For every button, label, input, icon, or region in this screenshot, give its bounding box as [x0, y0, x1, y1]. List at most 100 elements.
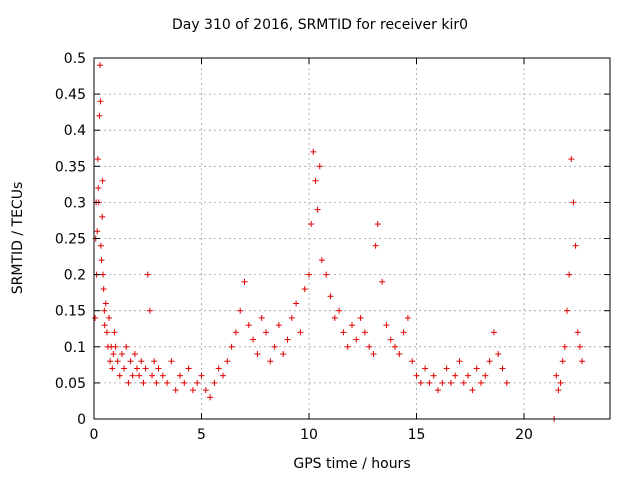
data-point	[202, 387, 209, 394]
data-point	[168, 358, 175, 365]
y-tick-label: 0.5	[64, 51, 86, 67]
data-point	[245, 322, 252, 329]
data-point	[353, 336, 360, 343]
data-point	[361, 329, 368, 336]
data-point	[312, 177, 319, 184]
data-point	[447, 379, 454, 386]
data-point	[116, 372, 123, 379]
data-point	[417, 379, 424, 386]
data-point	[123, 343, 130, 350]
data-point	[396, 351, 403, 358]
data-point	[308, 221, 315, 228]
data-point	[118, 351, 125, 358]
data-point	[374, 221, 381, 228]
data-point	[177, 372, 183, 379]
data-point	[250, 336, 257, 343]
data-point	[111, 329, 118, 336]
data-point	[92, 314, 99, 321]
data-point	[172, 387, 179, 394]
data-point	[568, 156, 575, 163]
data-point	[465, 372, 472, 379]
data-point	[267, 358, 274, 365]
data-point	[220, 372, 226, 379]
data-point	[181, 379, 188, 386]
data-point	[101, 322, 108, 329]
data-point	[149, 372, 156, 379]
data-point	[478, 379, 484, 386]
data-point	[153, 379, 160, 386]
data-point	[456, 358, 463, 365]
chart-title: Day 310 of 2016, SRMTID for receiver kir…	[171, 17, 469, 33]
plot-frame	[93, 57, 611, 420]
x-tick-label: 5	[197, 427, 206, 443]
data-point	[473, 365, 480, 372]
data-point	[99, 213, 106, 220]
data-point	[109, 365, 116, 372]
data-point	[97, 98, 104, 105]
y-tick-label: 0.05	[55, 376, 86, 392]
data-point	[422, 365, 429, 372]
data-point	[344, 343, 351, 350]
data-point	[574, 329, 581, 336]
data-point	[499, 365, 506, 372]
data-point	[114, 358, 121, 365]
data-point	[293, 300, 300, 307]
data-point	[94, 156, 101, 163]
data-point	[310, 148, 317, 155]
x-tick-label: 15	[408, 427, 426, 443]
data-point	[164, 379, 171, 386]
data-point	[387, 336, 394, 343]
data-point	[185, 365, 192, 372]
data-point	[127, 358, 134, 365]
data-point	[366, 343, 373, 350]
data-point	[228, 343, 235, 350]
data-point	[103, 329, 110, 336]
data-point	[144, 271, 151, 278]
data-point	[194, 379, 201, 386]
data-point	[280, 351, 287, 358]
data-point	[198, 372, 205, 379]
data-point	[159, 372, 166, 379]
data-point	[413, 372, 420, 379]
data-point	[134, 365, 140, 372]
data-point	[232, 329, 239, 336]
x-tick-label: 10	[300, 427, 318, 443]
data-point	[561, 343, 568, 350]
data-point	[112, 343, 119, 350]
data-point	[155, 365, 162, 372]
data-point	[460, 379, 467, 386]
data-point	[207, 394, 214, 401]
data-point	[379, 278, 386, 285]
data-point	[301, 286, 308, 293]
data-point	[224, 358, 231, 365]
data-point	[566, 271, 573, 278]
data-point	[138, 358, 145, 365]
data-point	[357, 314, 364, 321]
y-tick-label: 0.35	[55, 159, 86, 175]
data-point	[331, 314, 338, 321]
data-point	[254, 351, 261, 358]
data-point	[189, 387, 196, 394]
data-point	[570, 199, 577, 206]
data-point	[439, 379, 446, 386]
data-point	[121, 365, 128, 372]
grid-lines	[94, 58, 610, 419]
data-point	[95, 184, 102, 191]
data-point	[482, 372, 489, 379]
data-point	[318, 257, 325, 264]
data-point	[151, 358, 158, 365]
y-axis-label: SRMTID / TECUs	[10, 181, 26, 295]
data-point	[101, 307, 108, 314]
data-point	[314, 206, 321, 213]
data-point	[96, 112, 103, 119]
data-point	[340, 329, 347, 336]
data-point	[102, 300, 109, 307]
data-point	[327, 293, 334, 300]
data-point	[392, 343, 398, 350]
data-point	[383, 322, 390, 329]
y-tick-label: 0.3	[64, 195, 86, 211]
data-point	[430, 372, 437, 379]
data-point	[107, 358, 114, 365]
x-axis-label: GPS time / hours	[293, 456, 411, 472]
data-point	[98, 257, 105, 264]
